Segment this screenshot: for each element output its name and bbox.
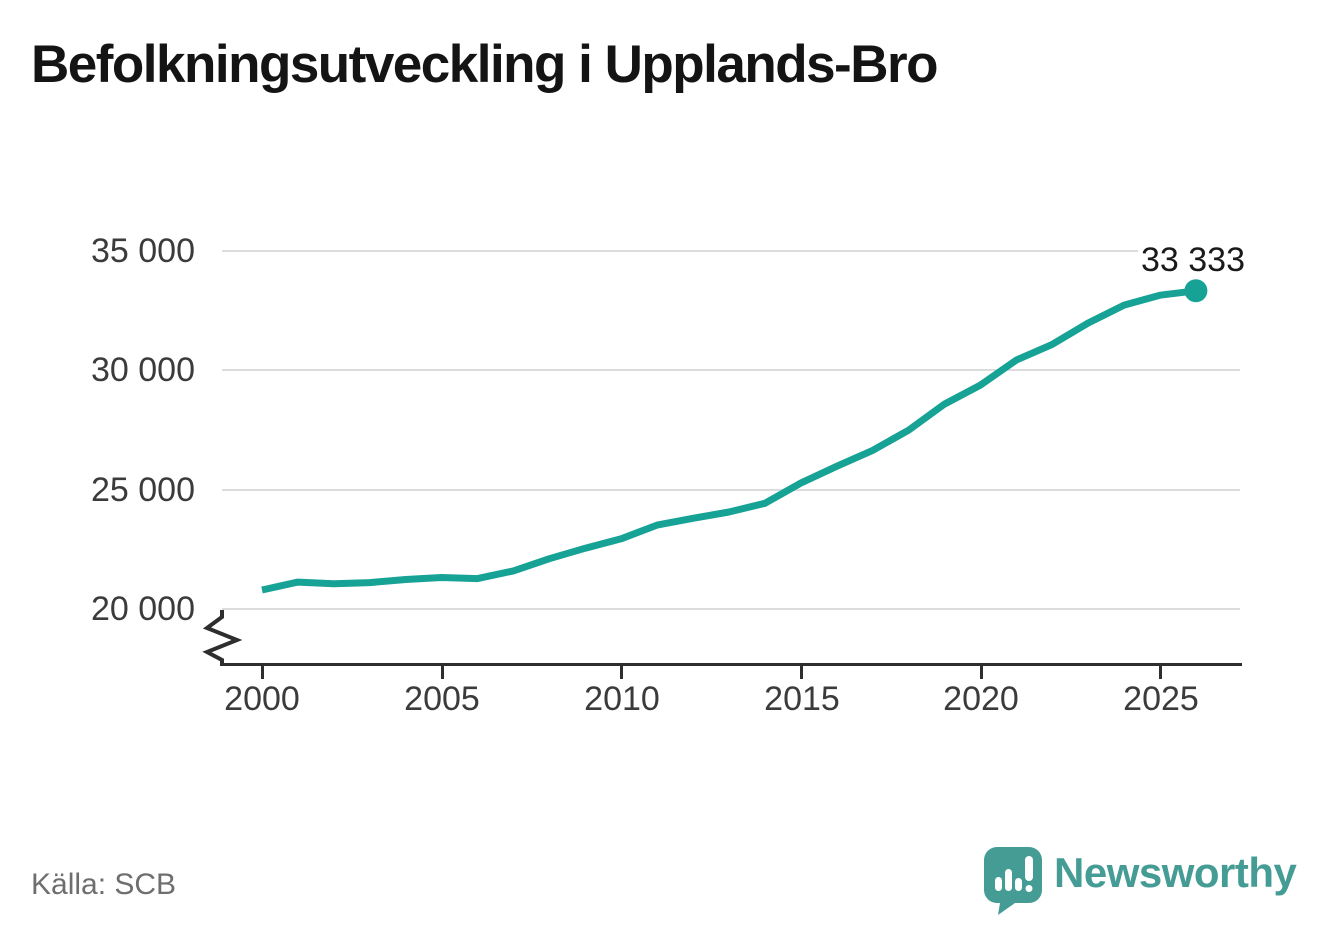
x-axis-tick-label-2025: 2025 <box>1123 680 1199 718</box>
x-axis-tick-2025 <box>1159 666 1162 679</box>
x-axis-tick-label-2010: 2010 <box>584 680 660 718</box>
gridline-30000 <box>222 369 1240 371</box>
y-axis-label-35000: 35 000 <box>91 232 195 270</box>
x-axis-tick-2000 <box>261 666 264 679</box>
last-value-label: 33 333 <box>1138 240 1248 280</box>
source-label: Källa: SCB <box>31 868 177 901</box>
population-line <box>261 287 1197 594</box>
x-axis-tick-2010 <box>620 666 623 679</box>
x-axis-tick-label-2005: 2005 <box>404 680 480 718</box>
chart-title: Befolkningsutveckling i Upplands-Bro <box>31 35 938 94</box>
newsworthy-logo-text: Newsworthy <box>1054 849 1297 896</box>
axis-break-zigzag <box>202 610 243 666</box>
x-axis-tick-2005 <box>441 666 444 679</box>
y-axis-label-30000: 30 000 <box>91 351 195 389</box>
x-axis-tick-label-2020: 2020 <box>943 680 1019 718</box>
x-axis-line <box>221 663 1242 666</box>
newsworthy-logo-icon <box>984 847 1042 915</box>
x-axis-tick-2015 <box>800 666 803 679</box>
x-axis-tick-label-2000: 2000 <box>224 680 300 718</box>
gridline-20000 <box>222 608 1240 610</box>
y-axis-label-20000: 20 000 <box>91 590 195 628</box>
x-axis-tick-2020 <box>980 666 983 679</box>
gridline-35000 <box>222 250 1240 252</box>
y-axis-label-25000: 25 000 <box>91 471 195 509</box>
x-axis-tick-label-2015: 2015 <box>764 680 840 718</box>
last-point-marker <box>1184 279 1208 303</box>
gridline-25000 <box>222 489 1240 491</box>
newsworthy-logo: Newsworthy <box>984 847 1297 919</box>
